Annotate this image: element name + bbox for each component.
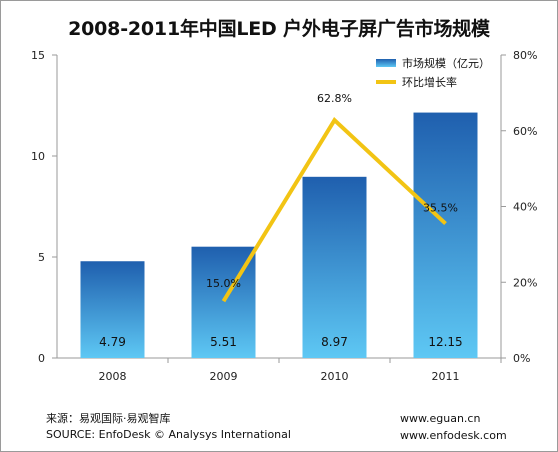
- right-tick-label: 80%: [513, 49, 537, 62]
- x-tick-label: 2009: [210, 370, 238, 383]
- right-tick-label: 20%: [513, 276, 537, 289]
- growth-rate-line: [221, 117, 447, 303]
- bar: [302, 176, 367, 358]
- left-tick-label: 5: [38, 251, 45, 264]
- right-tick-label: 60%: [513, 125, 537, 138]
- source-en: SOURCE: EnfoDesk © Analysys Internationa…: [46, 428, 291, 441]
- url-eguan: www.eguan.cn: [400, 412, 481, 425]
- bar: [80, 261, 145, 358]
- legend-bar-label: 市场规模（亿元）: [402, 56, 490, 70]
- chart-title: 2008-2011年中国LED 户外电子屏广告市场规模: [68, 18, 490, 40]
- legend-line-label: 环比增长率: [402, 75, 457, 89]
- line-value-label: 15.0%: [206, 277, 241, 290]
- bar-value-label: 4.79: [99, 335, 126, 349]
- legend-bar-swatch: [376, 59, 396, 67]
- bar-value-label: 5.51: [210, 335, 237, 349]
- left-tick-label: 10: [31, 150, 45, 163]
- left-tick-label: 15: [31, 49, 45, 62]
- bar-value-label: 8.97: [321, 335, 348, 349]
- right-tick-label: 40%: [513, 201, 537, 214]
- line-value-label: 62.8%: [317, 92, 352, 105]
- line-value-label: 35.5%: [423, 202, 458, 215]
- x-tick-label: 2010: [321, 370, 349, 383]
- left-tick-label: 0: [38, 352, 45, 365]
- bar: [413, 112, 478, 358]
- x-tick-label: 2008: [99, 370, 127, 383]
- x-tick-label: 2011: [432, 370, 460, 383]
- right-tick-label: 0%: [513, 352, 530, 365]
- source-cn: 来源：易观国际·易观智库: [46, 412, 171, 425]
- bar-value-label: 12.15: [428, 335, 462, 349]
- url-enfodesk: www.enfodesk.com: [400, 429, 507, 442]
